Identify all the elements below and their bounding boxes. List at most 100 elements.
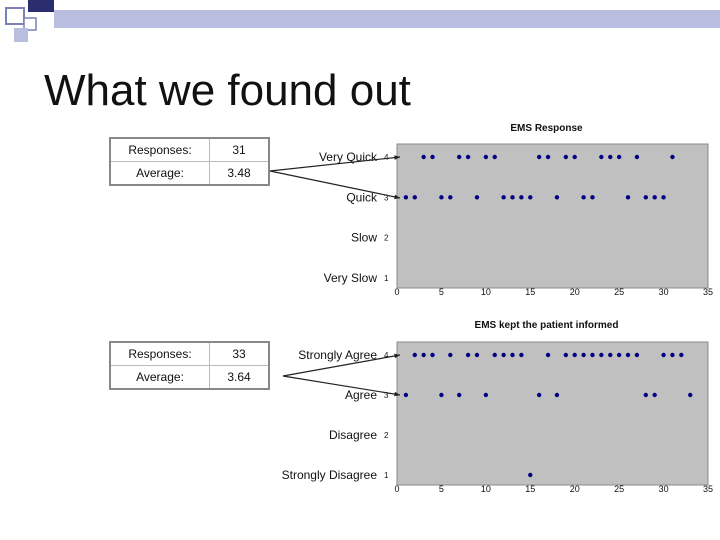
plot-area — [396, 341, 709, 486]
data-point — [403, 195, 409, 200]
data-point — [528, 195, 533, 200]
arrow-head — [394, 194, 400, 200]
deco-square — [28, 0, 54, 12]
data-point — [483, 154, 489, 160]
x-tick-label: 0 — [394, 484, 399, 494]
stats-row: Average: 3.48 — [109, 161, 270, 186]
data-point — [501, 195, 506, 200]
data-point — [563, 154, 569, 160]
y-category-label: Disagree — [329, 428, 377, 442]
responses-value: 31 — [209, 137, 270, 162]
x-tick-label: 0 — [394, 287, 399, 297]
plot-area — [396, 143, 709, 289]
data-point — [581, 352, 586, 358]
responses-label: Responses: — [109, 341, 210, 366]
slide-title: What we found out — [44, 66, 411, 115]
arrow-head — [394, 391, 400, 397]
chart-title: EMS kept the patient informed — [475, 320, 619, 331]
x-tick-label: 20 — [570, 287, 580, 297]
data-point — [625, 352, 631, 358]
data-point — [599, 154, 604, 160]
data-point — [661, 352, 666, 358]
y-tick-label: 1 — [384, 471, 389, 480]
data-point — [616, 154, 622, 160]
average-value: 3.48 — [209, 161, 270, 186]
data-point — [412, 195, 417, 200]
data-point — [563, 352, 569, 358]
y-category-label: Quick — [346, 190, 378, 204]
x-tick-label: 25 — [614, 287, 624, 297]
data-point — [528, 472, 533, 478]
data-point — [661, 195, 666, 200]
stats-row: Responses: 31 — [109, 137, 270, 162]
data-point — [492, 352, 497, 358]
data-point — [439, 195, 444, 200]
stats-table-response: Responses: 31 Average: 3.48 — [109, 137, 270, 186]
data-point — [510, 352, 515, 358]
data-point — [448, 195, 453, 200]
data-point — [643, 392, 648, 398]
pointer-arrow — [282, 354, 401, 377]
data-point — [616, 352, 622, 358]
data-point — [457, 392, 462, 398]
data-point — [625, 195, 631, 200]
data-point — [572, 352, 577, 358]
x-tick-label: 5 — [439, 287, 444, 297]
data-point — [554, 392, 560, 398]
data-point — [519, 352, 524, 358]
data-point — [652, 392, 657, 398]
x-tick-label: 25 — [614, 484, 624, 494]
x-tick-label: 20 — [570, 484, 580, 494]
y-tick-label: 3 — [384, 193, 389, 202]
x-tick-label: 30 — [659, 484, 669, 494]
arrow-head — [394, 353, 400, 359]
data-point — [510, 195, 515, 200]
data-point — [634, 154, 640, 160]
data-point — [457, 154, 462, 160]
x-tick-label: 15 — [525, 287, 535, 297]
data-point — [599, 352, 604, 358]
y-tick-label: 4 — [384, 351, 389, 360]
pointer-arrow — [269, 156, 401, 172]
data-point — [643, 195, 648, 200]
data-point — [412, 352, 417, 358]
data-point — [679, 352, 684, 358]
data-point — [688, 392, 693, 398]
x-tick-label: 10 — [481, 484, 491, 494]
deco-square — [5, 7, 25, 25]
data-point — [608, 154, 613, 160]
x-tick-label: 5 — [439, 484, 444, 494]
average-value: 3.64 — [209, 365, 270, 390]
data-point — [421, 352, 426, 358]
y-tick-label: 1 — [384, 274, 389, 283]
average-label: Average: — [109, 365, 210, 390]
data-point — [670, 154, 675, 160]
data-point — [670, 352, 675, 358]
data-point — [608, 352, 613, 358]
arrow-head — [394, 155, 400, 160]
stats-row: Responses: 33 — [109, 341, 270, 366]
x-tick-label: 30 — [659, 287, 669, 297]
data-point — [519, 195, 524, 200]
data-point — [572, 154, 577, 160]
data-point — [545, 154, 551, 160]
data-point — [465, 154, 471, 160]
y-tick-label: 2 — [384, 234, 389, 243]
data-point — [634, 352, 640, 358]
y-category-label: Very Quick — [319, 150, 378, 164]
data-point — [483, 392, 489, 398]
data-point — [430, 352, 435, 358]
y-category-label: Very Slow — [324, 271, 378, 285]
y-tick-label: 4 — [384, 153, 389, 162]
deco-square — [14, 28, 28, 42]
data-point — [465, 352, 471, 358]
data-point — [545, 352, 551, 358]
data-point — [536, 392, 542, 398]
y-category-label: Strongly Agree — [298, 348, 377, 362]
x-tick-label: 35 — [703, 287, 713, 297]
x-tick-label: 10 — [481, 287, 491, 297]
data-point — [581, 195, 586, 200]
pointer-arrow — [269, 170, 401, 199]
y-tick-label: 3 — [384, 391, 389, 400]
